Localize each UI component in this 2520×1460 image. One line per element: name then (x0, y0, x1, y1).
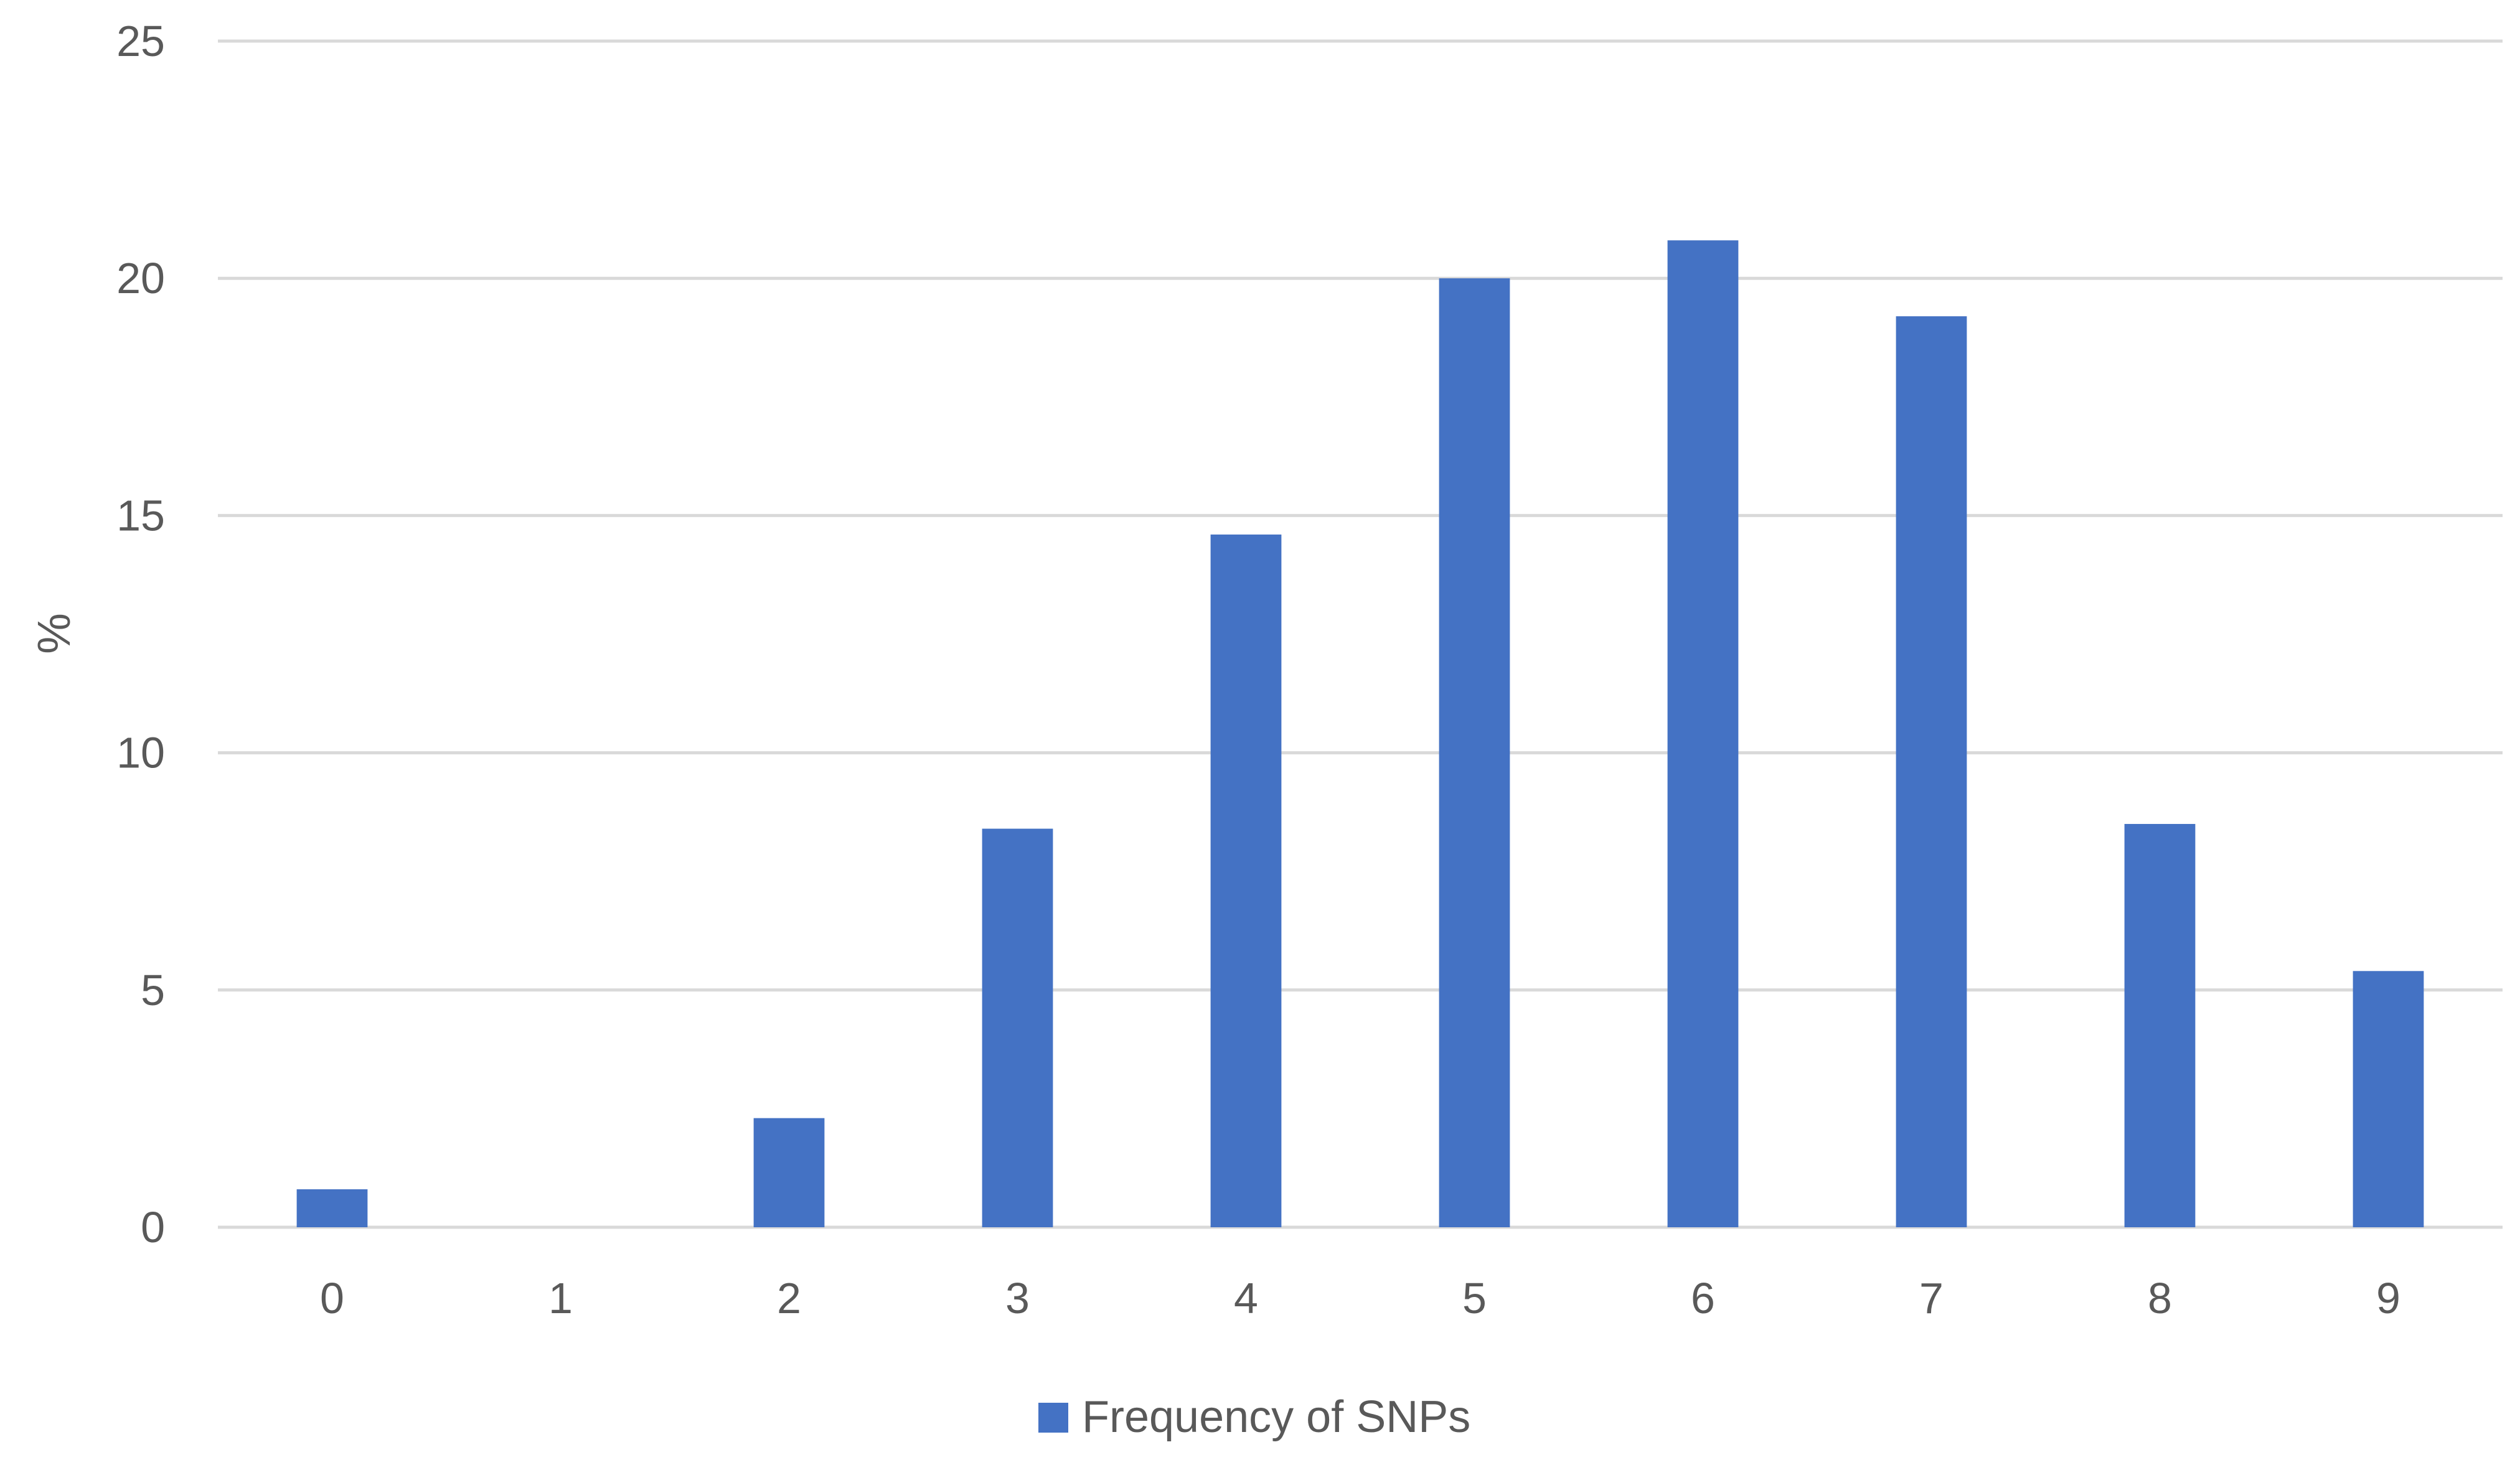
y-tick-label-20: 20 (116, 254, 165, 302)
x-tick-label-9: 9 (2376, 1274, 2400, 1322)
bar-8[interactable] (2124, 823, 2196, 1227)
x-axis-tick-labels: 0 1 2 3 4 5 6 7 8 9 (320, 1274, 2400, 1322)
bar-5[interactable] (1439, 278, 1510, 1228)
bar-7[interactable] (1896, 316, 1967, 1227)
legend-swatch (1038, 1403, 1068, 1433)
bar-3[interactable] (982, 828, 1053, 1227)
bar-0[interactable] (296, 1189, 368, 1227)
y-tick-label-0: 0 (141, 1203, 165, 1252)
bars (296, 240, 2424, 1228)
y-tick-label-10: 10 (116, 729, 165, 777)
x-tick-label-8: 8 (2148, 1274, 2172, 1322)
bar-4[interactable] (1210, 534, 1282, 1227)
x-tick-label-6: 6 (1691, 1274, 1715, 1322)
y-tick-label-5: 5 (141, 966, 165, 1014)
legend[interactable]: Frequency of SNPs (1038, 1392, 1470, 1442)
bar-6[interactable] (1667, 240, 1739, 1227)
y-tick-label-25: 25 (116, 17, 165, 65)
bar-2[interactable] (753, 1118, 825, 1227)
y-axis-title: % (28, 613, 80, 654)
x-tick-label-0: 0 (320, 1274, 344, 1322)
bar-9[interactable] (2353, 971, 2424, 1227)
x-tick-label-5: 5 (1462, 1274, 1487, 1322)
x-tick-label-2: 2 (777, 1274, 801, 1322)
x-tick-label-1: 1 (548, 1274, 573, 1322)
x-tick-label-4: 4 (1234, 1274, 1258, 1322)
y-axis-tick-labels: 0 5 10 15 20 25 (116, 17, 165, 1252)
legend-label-frequency-of-snps: Frequency of SNPs (1082, 1392, 1470, 1442)
x-tick-label-7: 7 (1919, 1274, 1944, 1322)
x-tick-label-3: 3 (1005, 1274, 1030, 1322)
y-tick-label-15: 15 (116, 491, 165, 540)
gridlines (218, 39, 2503, 1229)
